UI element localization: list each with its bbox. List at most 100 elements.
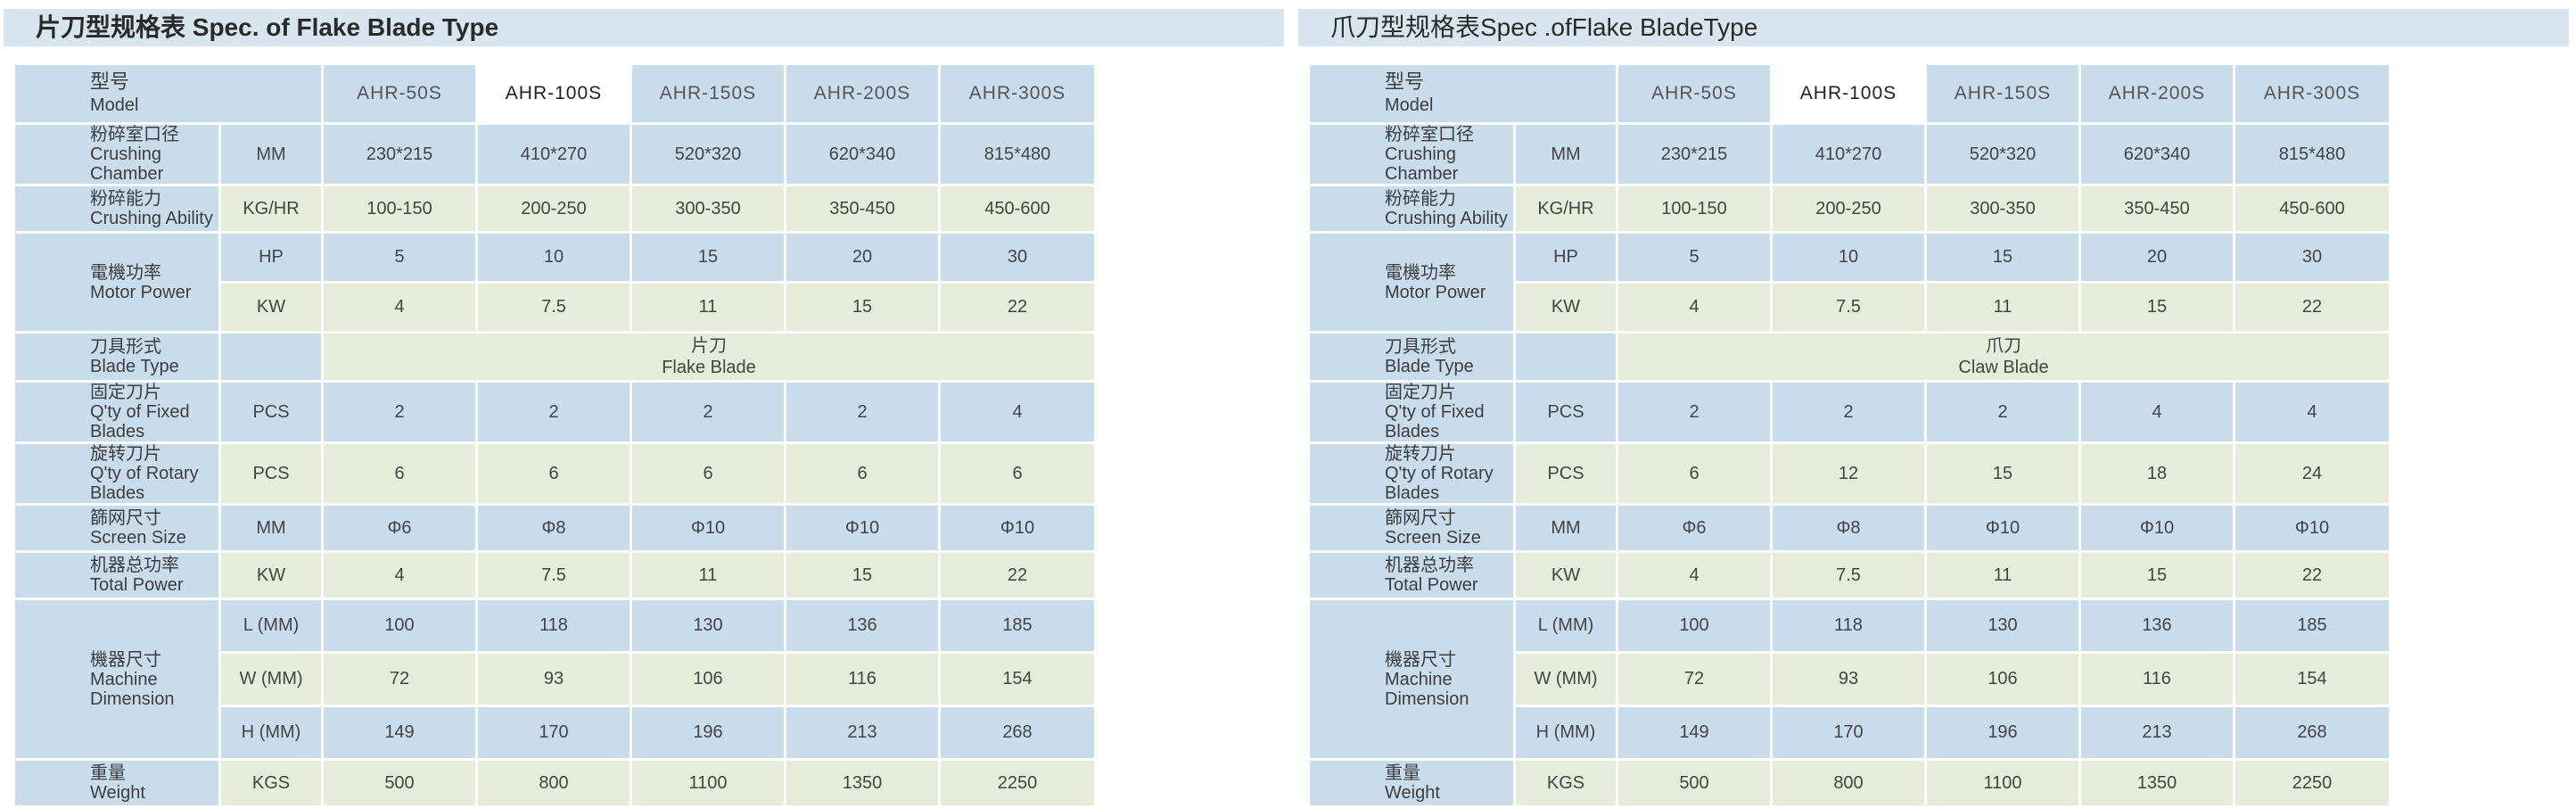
value-cell: 4 bbox=[324, 553, 475, 598]
table-row: 旋转刀片 Q'ty of Rotary Blades PCS 6 6 6 6 6 bbox=[15, 444, 1094, 503]
row-label-weight: 重量 Weight bbox=[1310, 761, 1513, 805]
unit-cell: PCS bbox=[1516, 383, 1616, 441]
value-cell: 106 bbox=[1927, 654, 2078, 705]
table-row: 機器尺寸 Machine Dimension L (MM) 100 118 130 136 1… bbox=[1310, 600, 2389, 758]
model-label-zh: 型号 bbox=[1385, 70, 1425, 93]
row-label-en: Screen Size bbox=[90, 528, 186, 548]
value-cell: 136 bbox=[2081, 600, 2233, 651]
row-label-zh: 篩网尺寸 bbox=[1385, 508, 1456, 528]
value-cell: 230*215 bbox=[324, 125, 475, 184]
value-cell: 196 bbox=[1927, 707, 2078, 758]
value-cell: 2 bbox=[632, 383, 784, 441]
value-cell: 620*340 bbox=[786, 125, 938, 184]
row-label-zh: 固定刀片 bbox=[90, 383, 161, 402]
row-label-weight: 重量 Weight bbox=[15, 761, 218, 805]
value-cell: 22 bbox=[2235, 284, 2389, 331]
value-cell: 10 bbox=[1773, 234, 1924, 281]
value-cell: Φ6 bbox=[1618, 506, 1770, 550]
row-label-zh: 刀具形式 bbox=[1385, 337, 1456, 357]
value-cell: 100-150 bbox=[324, 186, 475, 231]
value-cell: 185 bbox=[2235, 600, 2389, 651]
unit-cell: KGS bbox=[221, 761, 321, 805]
table-row: 旋转刀片 Q'ty of Rotary Blades PCS 6 12 15 18 24 bbox=[1310, 444, 2389, 503]
value-cell: 136 bbox=[786, 600, 938, 651]
unit-cell: MM bbox=[221, 125, 321, 184]
value-cell: Φ10 bbox=[2081, 506, 2233, 550]
table-row: 刀具形式 Blade Type 爪刀 Claw Blade bbox=[1310, 334, 2389, 380]
unit-cell: MM bbox=[1516, 506, 1616, 550]
unit-cell: KG/HR bbox=[221, 186, 321, 231]
value-cell: 2250 bbox=[941, 761, 1094, 805]
row-label-zh: 重量 bbox=[90, 763, 126, 783]
blade-type-en: Claw Blade bbox=[1958, 358, 2049, 377]
row-label-total-power: 机器总功率 Total Power bbox=[15, 553, 218, 598]
value-cell: 11 bbox=[632, 553, 784, 598]
value-cell: 130 bbox=[632, 600, 784, 651]
model-label-en: Model bbox=[1385, 95, 1434, 115]
value-cell: 100 bbox=[324, 600, 475, 651]
value-cell: 450-600 bbox=[2235, 186, 2389, 231]
table-row: 粉碎能力 Crushing Ability KG/HR 100-150 200-250 3… bbox=[1310, 186, 2389, 231]
value-cell: 200-250 bbox=[478, 186, 630, 231]
row-label-total-power: 机器总功率 Total Power bbox=[1310, 553, 1513, 598]
table-row: 机器总功率 Total Power KW 4 7.5 11 15 22 bbox=[1310, 553, 2389, 598]
value-cell: 350-450 bbox=[2081, 186, 2233, 231]
unit-cell: W (MM) bbox=[1516, 654, 1616, 705]
spec-table: 型号 Model AHR-50S AHR-100S AHR-150S AHR-200S AH… bbox=[12, 62, 1097, 808]
unit-cell bbox=[1516, 334, 1616, 380]
panel-title: 片刀型规格表 Spec. of Flake Blade Type bbox=[4, 9, 1284, 46]
unit-cell: HP bbox=[221, 234, 321, 281]
value-cell: 450-600 bbox=[941, 186, 1094, 231]
row-label-zh: 刀具形式 bbox=[90, 337, 161, 357]
model-name: AHR-50S bbox=[357, 83, 442, 103]
value-cell: 4 bbox=[941, 383, 1094, 441]
value-cell: 300-350 bbox=[1927, 186, 2078, 231]
unit-cell: MM bbox=[221, 506, 321, 550]
value-cell: Φ8 bbox=[478, 506, 630, 550]
blade-type-zh: 爪刀 bbox=[1986, 336, 2021, 356]
value-cell: Φ10 bbox=[2235, 506, 2389, 550]
value-cell: 118 bbox=[1773, 600, 1924, 651]
value-cell: 22 bbox=[941, 553, 1094, 598]
model-name: AHR-300S bbox=[2263, 83, 2361, 103]
unit-cell: MM bbox=[1516, 125, 1616, 184]
value-cell: 4 bbox=[1618, 284, 1770, 331]
value-cell: 2250 bbox=[2235, 761, 2389, 805]
model-header-ahr-100s: AHR-100S bbox=[478, 65, 630, 122]
value-cell: Φ10 bbox=[941, 506, 1094, 550]
model-label-en: Model bbox=[90, 95, 139, 115]
table-row: KW 4 7.5 11 15 22 bbox=[15, 284, 1094, 331]
model-name: AHR-50S bbox=[1651, 83, 1737, 103]
blade-type-value: 爪刀 Claw Blade bbox=[1618, 334, 2389, 380]
value-cell: 72 bbox=[1618, 654, 1770, 705]
value-cell: 15 bbox=[786, 553, 938, 598]
value-cell: 7.5 bbox=[1773, 553, 1924, 598]
row-label-en: Q'ty of Rotary Blades bbox=[1385, 464, 1494, 503]
table-row: 粉碎能力 Crushing Ability KG/HR 100-150 200-250 3… bbox=[15, 186, 1094, 231]
value-cell: 30 bbox=[2235, 234, 2389, 281]
value-cell: 410*270 bbox=[1773, 125, 1924, 184]
value-cell: 6 bbox=[786, 444, 938, 503]
value-cell: Φ10 bbox=[632, 506, 784, 550]
blade-type-value: 片刀 Flake Blade bbox=[324, 334, 1094, 380]
value-cell: 6 bbox=[324, 444, 475, 503]
row-label-q-ty-of-fixed-blades: 固定刀片 Q'ty of Fixed Blades bbox=[1310, 383, 1513, 441]
table-row: 固定刀片 Q'ty of Fixed Blades PCS 2 2 2 2 4 bbox=[15, 383, 1094, 441]
model-header-ahr-150s: AHR-150S bbox=[632, 65, 784, 122]
row-label-crushing-ability: 粉碎能力 Crushing Ability bbox=[1310, 186, 1513, 231]
value-cell: 30 bbox=[941, 234, 1094, 281]
value-cell: 93 bbox=[1773, 654, 1924, 705]
row-label-blade-type: 刀具形式 Blade Type bbox=[15, 334, 218, 380]
value-cell: Φ10 bbox=[1927, 506, 2078, 550]
flake-blade-spec-panel: 片刀型规格表 Spec. of Flake Blade Type 型号 Model… bbox=[0, 0, 1291, 805]
table-row: KW 4 7.5 11 15 22 bbox=[1310, 284, 2389, 331]
value-cell: 15 bbox=[786, 284, 938, 331]
row-label-en: Blade Type bbox=[1385, 357, 1474, 376]
row-label-zh: 機器尺寸 bbox=[1385, 649, 1456, 670]
value-cell: 1350 bbox=[2081, 761, 2233, 805]
model-header-ahr-50s: AHR-50S bbox=[1618, 65, 1770, 122]
row-label-en: Crushing Ability bbox=[90, 209, 213, 228]
value-cell: 2 bbox=[1927, 383, 2078, 441]
unit-cell: PCS bbox=[1516, 444, 1616, 503]
value-cell: 2 bbox=[478, 383, 630, 441]
